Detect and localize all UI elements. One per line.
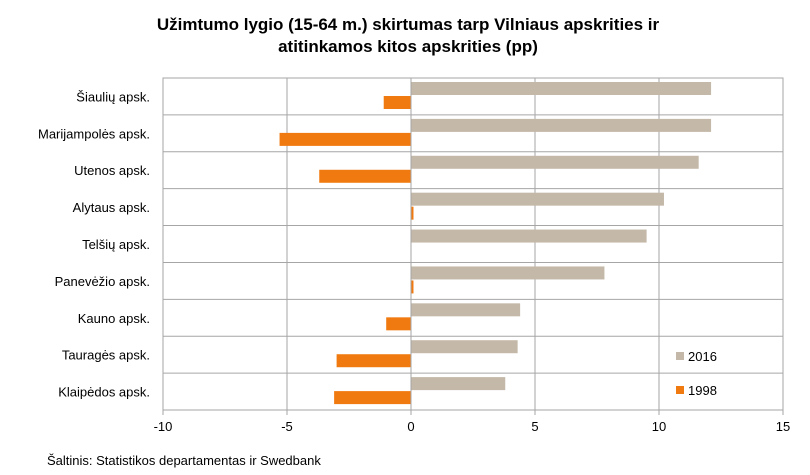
bar-2016 — [411, 303, 521, 317]
category-label: Klaipėdos apsk. — [58, 385, 150, 400]
bar-1998 — [383, 96, 411, 109]
category-label: Marijampolės apsk. — [38, 126, 150, 141]
x-tick-label: 15 — [776, 419, 790, 434]
bar-2016 — [411, 155, 699, 169]
plot-border — [162, 77, 784, 411]
category-label: Telšių apsk. — [82, 237, 150, 252]
bar-2016 — [411, 340, 518, 354]
legend-swatch-1998 — [676, 386, 684, 394]
legend-label-1998: 1998 — [688, 383, 717, 398]
bar-1998 — [279, 132, 411, 146]
bar-2016 — [411, 266, 605, 280]
legend-swatch-2016 — [676, 352, 684, 360]
bar-2016 — [411, 118, 712, 132]
source-note: Šaltinis: Statistikos departamentas ir S… — [47, 453, 321, 468]
x-tick-label: 10 — [652, 419, 666, 434]
x-tick-label: -5 — [281, 419, 293, 434]
bar-2016 — [411, 192, 664, 206]
legend-label-2016: 2016 — [688, 349, 717, 364]
bar-2016 — [411, 229, 647, 243]
bar-1998 — [411, 280, 414, 294]
chart-title-line-1: Užimtumo lygio (15-64 m.) skirtumas tarp… — [157, 15, 660, 34]
category-label: Panevėžio apsk. — [55, 274, 150, 289]
bar-1998 — [334, 391, 411, 405]
bar-1998 — [319, 169, 411, 183]
category-label: Šiaulių apsk. — [76, 89, 150, 104]
x-tick-label: 0 — [407, 419, 414, 434]
bar-2016 — [411, 82, 712, 95]
bar-1998 — [411, 206, 414, 220]
chart-title-line-2: atitinkamos kitos apskrities (pp) — [278, 37, 538, 56]
bar-2016 — [411, 377, 506, 391]
category-label: Kauno apsk. — [78, 311, 150, 326]
plot-area: -10 -5 0 5 10 15 Šiaulių apsk. Marijampolės aps… — [38, 77, 790, 434]
x-tick-label: 5 — [531, 419, 538, 434]
category-label: Utenos apsk. — [74, 163, 150, 178]
bar-1998 — [386, 317, 411, 331]
x-tick-label: -10 — [154, 419, 173, 434]
bar-1998 — [336, 354, 411, 368]
category-label: Tauragės apsk. — [62, 348, 150, 363]
category-label: Alytaus apsk. — [73, 200, 150, 215]
